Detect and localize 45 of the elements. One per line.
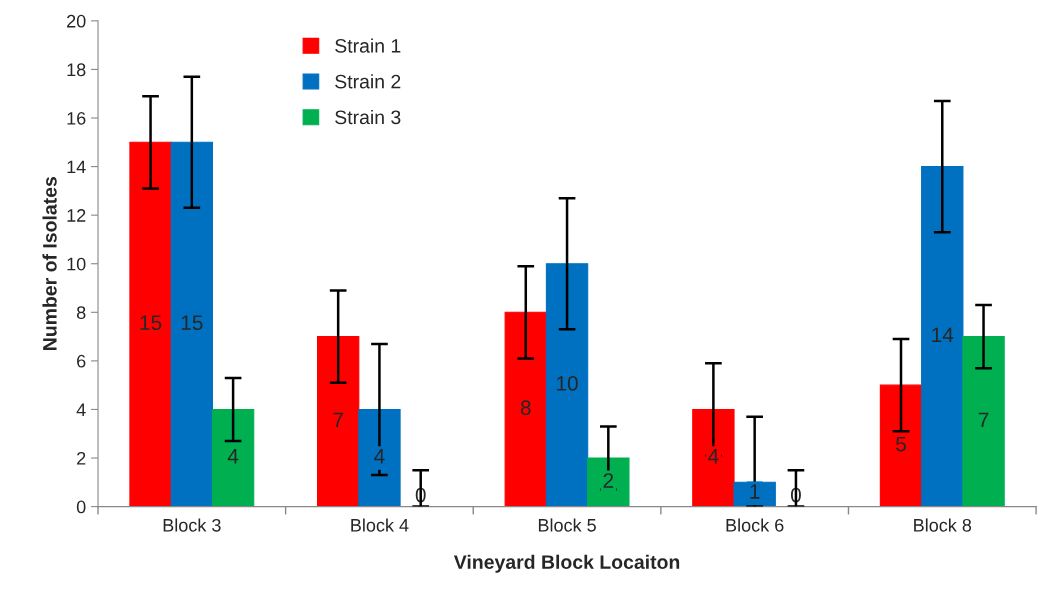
- bar: [170, 141, 214, 507]
- x-tick-label: Block 4: [351, 518, 409, 532]
- y-tick-label: 18: [67, 63, 86, 77]
- x-tick-label: Block 3: [163, 518, 221, 532]
- y-tick-label: 2: [77, 451, 86, 465]
- data-label: 8: [520, 400, 531, 416]
- bar: [316, 336, 360, 507]
- x-tick-label: Block 8: [914, 518, 972, 532]
- y-tick-label: 16: [67, 111, 86, 125]
- y-tick-label: 10: [67, 257, 86, 271]
- data-label: 4: [227, 449, 239, 464]
- bar: [129, 141, 172, 507]
- y-tick-label: 0: [76, 500, 86, 514]
- y-tick-label: 12: [67, 209, 86, 222]
- data-label: 15: [181, 315, 203, 331]
- legend-label: Strain 2: [335, 74, 401, 89]
- bar: [545, 263, 589, 507]
- x-tick-label: Block 6: [726, 518, 784, 532]
- bar: [692, 408, 735, 507]
- y-tick-label: 6: [77, 354, 86, 368]
- legend-label: Strain 3: [335, 109, 401, 125]
- bar: [921, 166, 964, 507]
- y-tick-label: 8: [76, 306, 86, 320]
- y-tick-label: 4: [76, 403, 86, 416]
- y-tick-label: 20: [67, 14, 86, 28]
- data-label: 5: [896, 436, 906, 452]
- bar: [211, 408, 255, 507]
- data-label: 2: [603, 473, 614, 488]
- x-tick-label: Block 5: [538, 518, 596, 532]
- data-label: 4: [708, 449, 719, 464]
- data-label: 10: [557, 376, 578, 391]
- x-axis-title: Vineyard Block Locaiton: [453, 554, 680, 573]
- legend-label: Strain 1: [335, 38, 401, 53]
- data-label: 1: [750, 484, 760, 499]
- data-label: 7: [978, 412, 989, 427]
- data-label: 7: [333, 412, 343, 427]
- bar: [358, 408, 401, 507]
- data-label: 14: [932, 327, 954, 342]
- bar: [879, 384, 923, 507]
- y-tick-label: 14: [67, 160, 86, 174]
- data-label: 15: [140, 315, 162, 331]
- bar: [962, 336, 1005, 507]
- y-axis-title: Number of Isolates: [42, 177, 57, 350]
- bar: [504, 311, 547, 507]
- data-label: 4: [374, 449, 385, 464]
